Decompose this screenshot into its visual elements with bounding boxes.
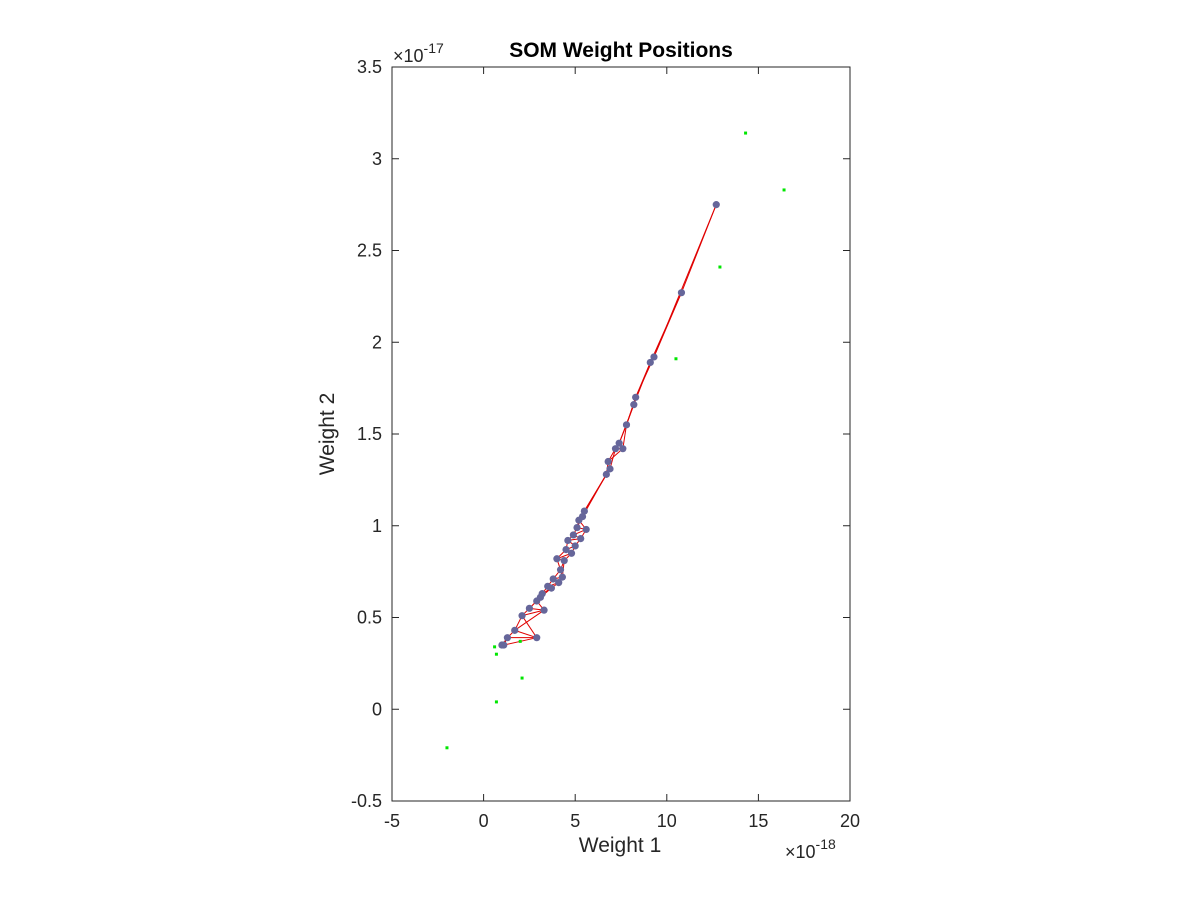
neuron-point — [553, 555, 561, 563]
y-exponent-label: ×10-17 — [393, 40, 444, 66]
y-tick-label: 1.5 — [357, 424, 382, 444]
neighbor-link — [521, 609, 545, 617]
input-point — [494, 652, 498, 656]
neuron-point — [602, 470, 610, 478]
neuron-point — [503, 634, 512, 642]
neuron-point — [562, 546, 570, 554]
input-point — [518, 639, 522, 643]
input-point — [718, 265, 722, 269]
y-tick-label: 0.5 — [357, 608, 382, 628]
neuron-point — [712, 201, 720, 209]
input-point — [493, 645, 497, 649]
neuron-point — [577, 534, 585, 543]
neuron-point — [677, 289, 686, 297]
neuron-point — [606, 465, 614, 473]
neuron-point — [525, 604, 534, 612]
plot-area — [391, 66, 851, 802]
y-tick-label: 2 — [372, 332, 382, 352]
y-tick-label: 2.5 — [357, 241, 382, 261]
neuron-point — [555, 579, 563, 587]
neuron-point — [547, 584, 555, 592]
y-axis-label: Weight 2 — [316, 393, 339, 476]
neuron-point — [549, 575, 557, 583]
svg-text:×10-18: ×10-18 — [785, 836, 836, 862]
neuron-point — [582, 525, 590, 534]
svg-text:×10-17: ×10-17 — [393, 40, 444, 66]
neuron-points — [498, 201, 720, 649]
y-tick-label: -0.5 — [351, 791, 382, 811]
neuron-point — [650, 353, 658, 361]
input-points — [445, 131, 786, 750]
chart-title: SOM Weight Positions — [509, 39, 733, 62]
neuron-point — [619, 445, 627, 453]
neuron-point — [632, 393, 640, 401]
neighbor-link — [521, 615, 538, 638]
input-point — [782, 188, 786, 192]
y-tick-label: 1 — [372, 516, 382, 536]
neuron-point — [558, 573, 566, 581]
x-tick-label: 15 — [748, 811, 768, 831]
x-tick-label: 0 — [479, 811, 489, 831]
neuron-point — [540, 606, 548, 614]
neuron-point — [560, 557, 568, 565]
x-exponent-label: ×10-18 — [785, 836, 836, 862]
input-point — [744, 131, 748, 135]
neighbor-link — [514, 629, 537, 639]
y-tick-label: 0 — [372, 699, 382, 719]
neuron-point — [630, 401, 638, 409]
x-tick-label: -5 — [384, 811, 400, 831]
input-point — [674, 357, 678, 361]
input-point — [445, 746, 449, 750]
neighbor-link — [680, 204, 717, 293]
neuron-point — [500, 641, 508, 649]
neuron-point — [622, 421, 631, 429]
neuron-point — [571, 542, 579, 550]
neuron-point — [646, 358, 654, 367]
neuron-point — [569, 531, 577, 539]
neighbor-link — [622, 424, 627, 449]
neuron-point — [573, 523, 581, 532]
neuron-point — [611, 445, 620, 453]
x-axis-label: Weight 1 — [579, 834, 662, 857]
neuron-point — [567, 549, 576, 557]
neuron-point — [604, 457, 612, 466]
x-tick-label: 5 — [570, 811, 580, 831]
input-point — [494, 700, 498, 704]
neuron-point — [578, 512, 587, 521]
neighbor-link — [514, 609, 545, 631]
axis-ticks: -5 0 5 10 15 20 -0.5 0 0.5 1 1.5 2 2.5 3 3.5 — [351, 57, 860, 831]
neuron-point — [580, 507, 588, 515]
y-tick-label: 3 — [372, 149, 382, 169]
x-tick-label: 20 — [840, 811, 860, 831]
neuron-point — [511, 626, 519, 634]
input-point — [520, 676, 524, 680]
neuron-point — [556, 566, 565, 574]
neuron-point — [564, 536, 572, 545]
x-tick-label: 10 — [657, 811, 677, 831]
neuron-point — [538, 590, 546, 598]
y-tick-label: 3.5 — [357, 57, 382, 77]
neuron-point — [518, 612, 526, 620]
neuron-point — [533, 634, 541, 642]
neuron-point — [615, 439, 623, 447]
